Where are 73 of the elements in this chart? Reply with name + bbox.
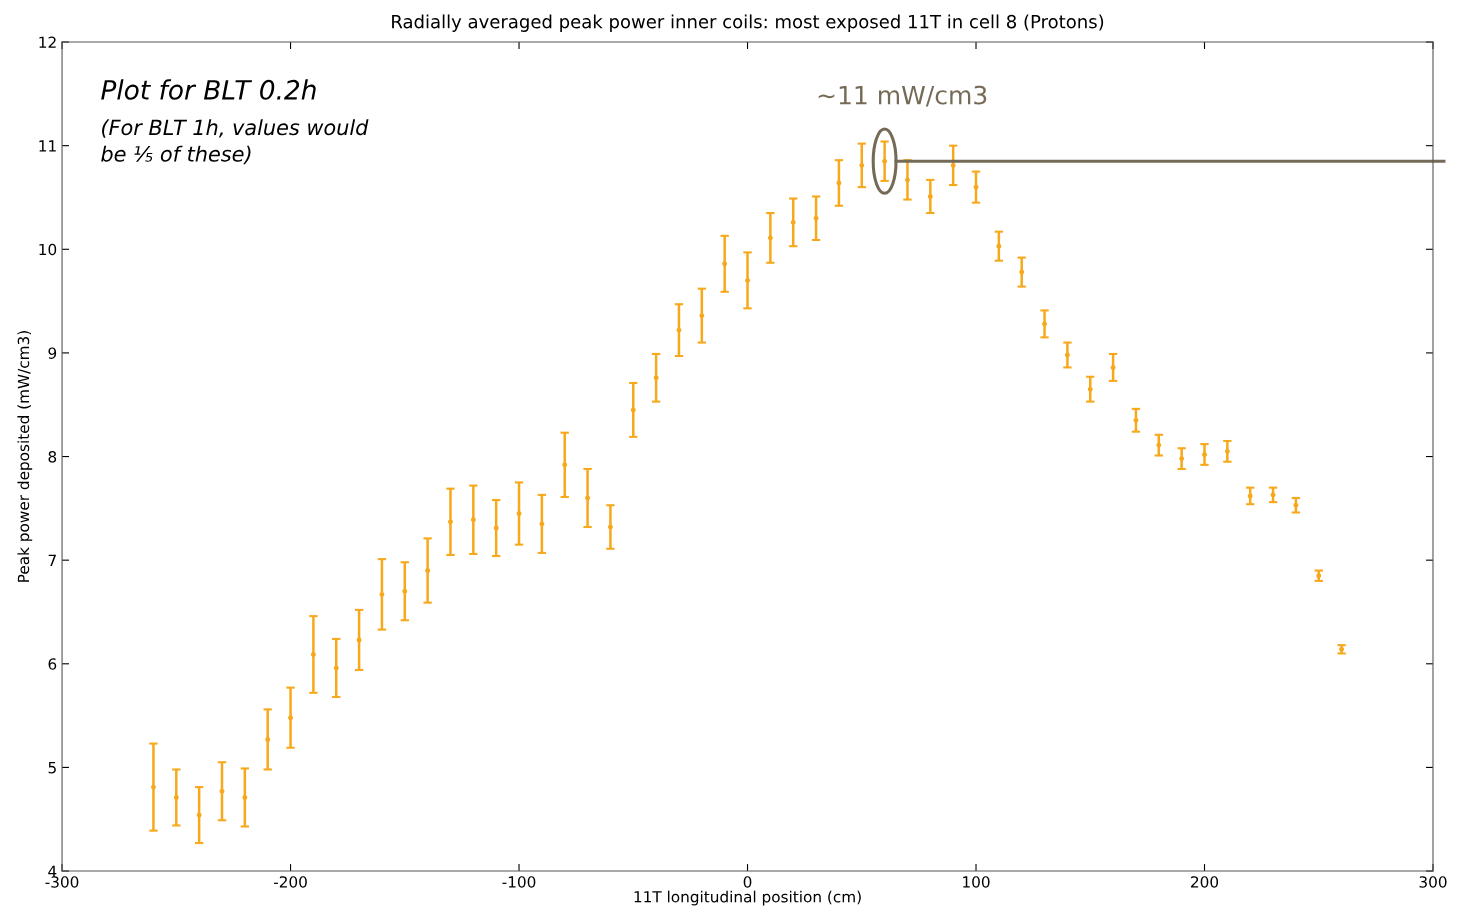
point bbox=[653, 375, 659, 381]
point bbox=[1247, 493, 1253, 499]
annotation: (For BLT 1h, values would be ⅕ of these) bbox=[101, 119, 369, 165]
point bbox=[539, 521, 545, 527]
y-axis-title: Peak power deposited (mW/cm3) bbox=[17, 331, 33, 582]
point bbox=[516, 511, 522, 516]
point bbox=[151, 784, 156, 790]
point bbox=[196, 812, 202, 818]
point bbox=[288, 715, 293, 721]
point bbox=[905, 177, 910, 183]
annotation: ~11 mW/cm3 bbox=[818, 85, 987, 107]
point bbox=[813, 215, 819, 221]
point bbox=[1293, 502, 1299, 508]
point bbox=[333, 665, 339, 671]
point bbox=[836, 180, 842, 186]
y-tick-label: 9 bbox=[48, 347, 57, 359]
point bbox=[790, 219, 796, 225]
y-tick-label: 10 bbox=[39, 243, 57, 256]
point bbox=[1156, 442, 1162, 448]
point bbox=[356, 637, 362, 643]
point bbox=[722, 261, 728, 267]
point bbox=[882, 158, 888, 164]
x-tick-label: 100 bbox=[963, 876, 990, 888]
point bbox=[1202, 452, 1207, 457]
point bbox=[973, 184, 979, 190]
point bbox=[310, 652, 316, 657]
y-tick-label: 8 bbox=[48, 451, 57, 463]
x-tick-label: -100 bbox=[502, 876, 536, 888]
point bbox=[470, 517, 476, 523]
x-tick-label: 200 bbox=[1191, 876, 1219, 888]
y-tick-label: 6 bbox=[48, 658, 57, 670]
point bbox=[1110, 364, 1116, 370]
point bbox=[448, 519, 453, 525]
point bbox=[219, 788, 225, 794]
point bbox=[927, 194, 933, 199]
point bbox=[767, 235, 773, 241]
point bbox=[425, 568, 431, 573]
point bbox=[562, 462, 568, 468]
point bbox=[242, 795, 248, 800]
x-axis-title: 11T longitudinal position (cm) bbox=[634, 890, 861, 906]
point bbox=[493, 525, 499, 531]
y-tick-label: 5 bbox=[48, 762, 56, 774]
point bbox=[402, 588, 408, 594]
point bbox=[950, 162, 956, 168]
point bbox=[630, 407, 636, 413]
annotation: Plot for BLT 0.2h bbox=[101, 79, 316, 100]
chart-title: Radially averaged peak power inner coils: most exposed 11T in cell 8 (Protons) bbox=[392, 14, 1104, 32]
point bbox=[607, 524, 613, 530]
point bbox=[745, 277, 750, 283]
point bbox=[1087, 386, 1093, 392]
point bbox=[1042, 321, 1047, 327]
point bbox=[676, 327, 682, 333]
point bbox=[1179, 456, 1185, 462]
y-tick-label: 11 bbox=[39, 140, 56, 152]
point bbox=[585, 495, 591, 501]
point bbox=[1270, 492, 1276, 498]
point bbox=[1224, 448, 1230, 454]
x-tick-label: 0 bbox=[743, 876, 752, 888]
point bbox=[173, 795, 179, 800]
point bbox=[699, 313, 705, 319]
y-tick-label: 7 bbox=[48, 554, 56, 566]
point bbox=[1019, 269, 1025, 275]
y-tick-label: 12 bbox=[39, 36, 56, 48]
point bbox=[859, 162, 865, 168]
point bbox=[265, 737, 271, 742]
point bbox=[1064, 352, 1070, 358]
point bbox=[996, 243, 1002, 249]
point bbox=[1133, 417, 1139, 423]
x-tick-label: 300 bbox=[1419, 876, 1447, 888]
x-tick-label: -300 bbox=[45, 876, 79, 888]
x-tick-label: -200 bbox=[273, 876, 307, 888]
point bbox=[379, 591, 385, 597]
y-tick-label: 4 bbox=[48, 865, 57, 877]
